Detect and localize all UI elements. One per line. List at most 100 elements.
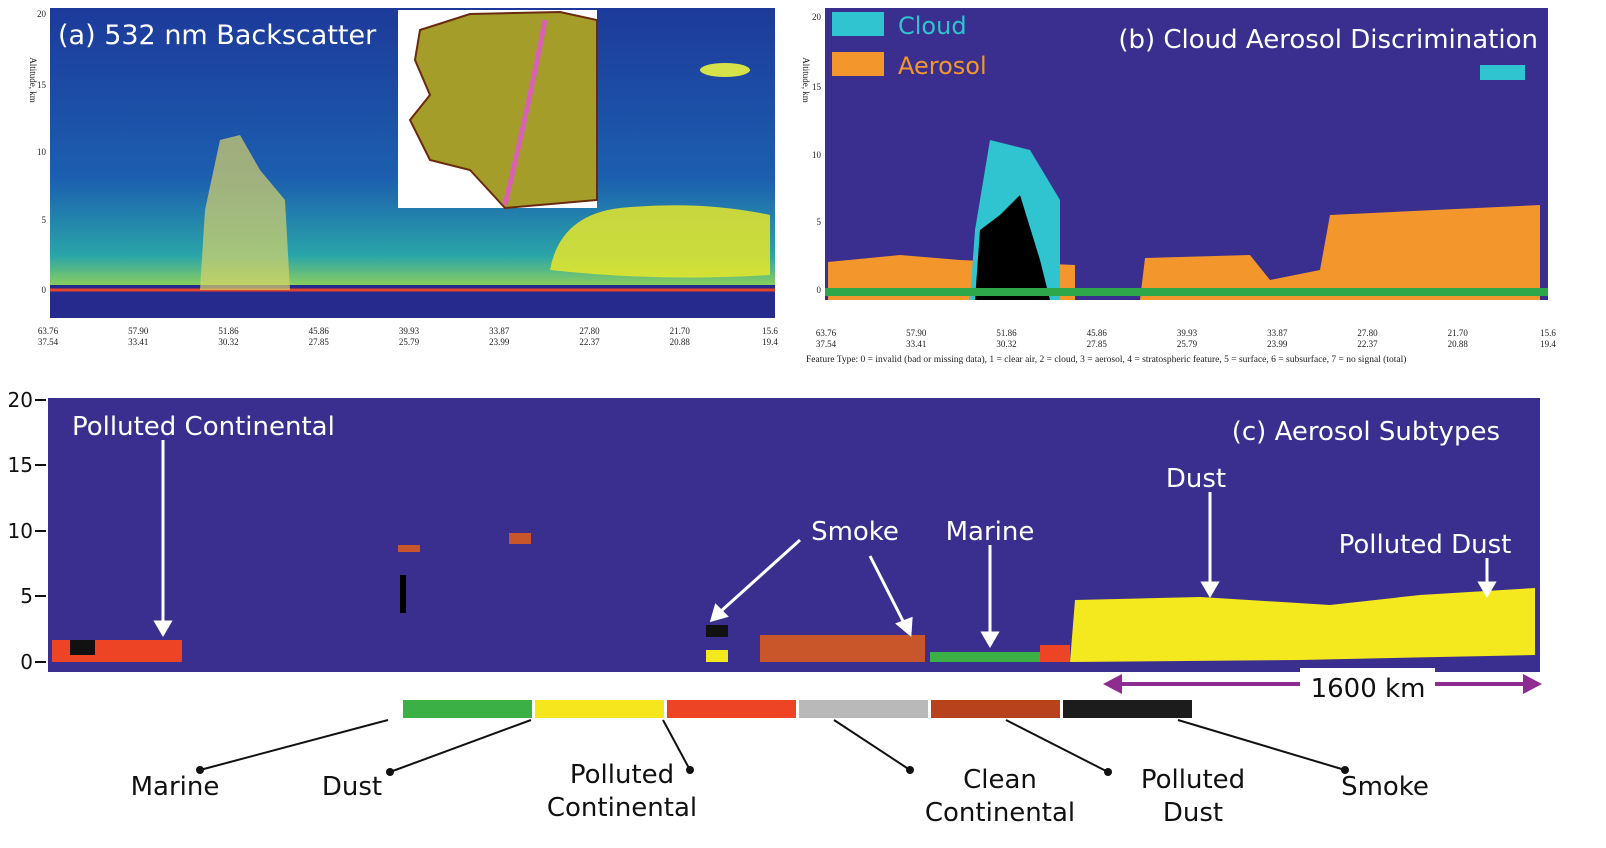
legend-label: Polluted [1141,765,1245,795]
x-tick-label: 27.85 [309,337,330,347]
y-tick-label: 20 [37,9,47,19]
x-tick-label: 21.70 [1448,328,1469,338]
x-tick-label: 19.4 [762,337,778,347]
x-tick-label: 33.87 [489,326,510,336]
legend-swatch [931,700,1060,718]
x-tick-label: 27.85 [1087,339,1108,349]
panel-title: (a) 532 nm Backscatter [58,20,377,51]
x-tick-label: 20.88 [1448,339,1469,349]
y-tick-label: 5 [817,217,822,227]
y-tick-label: 5 [20,584,33,608]
annotation: Dust [1166,464,1226,494]
x-tick-label: 51.86 [218,326,239,336]
x-tick-label: 33.87 [1267,328,1288,338]
aerosol-layer [1040,645,1070,662]
legend-label: Marine [131,772,220,802]
x-tick-label: 19.4 [1540,339,1556,349]
x-tick-label: 45.86 [1087,328,1108,338]
legend-label: Dust [322,772,382,802]
footnote: Feature Type: 0 = invalid (bad or missin… [806,354,1406,365]
surface-region [825,288,1548,296]
panel-title: (c) Aerosol Subtypes [1232,417,1500,447]
aerosol-layer [706,650,728,662]
y-tick-label: 10 [812,150,822,160]
legend-arrow [200,720,388,770]
cloud-region [1480,65,1525,80]
legend-swatch [832,52,884,76]
x-tick-label: 27.80 [579,326,600,336]
x-tick-label: 63.76 [38,326,59,336]
aerosol-layer [930,652,1040,662]
y-tick-label: 0 [42,285,47,295]
x-tick-label: 20.88 [670,337,691,347]
y-tick-label: 10 [8,519,33,543]
legend-label: Continental [547,793,697,823]
y-tick-label: 20 [8,388,33,412]
legend-label: Dust [1163,798,1223,828]
legend-arrow [834,720,910,770]
x-tick-label: 33.41 [906,339,926,349]
legend-swatch [1063,700,1192,718]
x-tick-label: 63.76 [816,328,837,338]
annotation: Marine [946,517,1035,547]
y-tick-label: 15 [8,453,33,477]
figure: (a) 532 nm Backscatter Altitude, km (b) … [0,0,1606,848]
annotation: Smoke [811,517,899,547]
legend-label: Smoke [1341,772,1429,802]
x-tick-label: 25.79 [399,337,420,347]
legend-swatch [799,700,928,718]
x-tick-label: 22.37 [579,337,600,347]
x-tick-label: 57.90 [128,326,149,336]
aerosol-layer [760,635,925,662]
legend-label: Polluted [570,760,674,790]
x-tick-label: 23.99 [1267,339,1288,349]
y-tick-label: 10 [37,147,47,157]
x-tick-label: 30.32 [996,339,1016,349]
x-tick-label: 25.79 [1177,339,1198,349]
legend-swatch [832,12,884,36]
x-tick-label: 30.32 [218,337,238,347]
y-axis-label: Altitude, km [801,57,811,103]
x-tick-label: 33.41 [128,337,148,347]
annotation: Polluted Continental [72,412,335,442]
x-tick-label: 23.99 [489,337,510,347]
legend-arrow [1178,720,1345,770]
panel-c: (c) Aerosol Subtypes Polluted Continenta… [48,398,1542,704]
legend-swatch [535,700,664,718]
x-tick-label: 15.6 [1540,328,1556,338]
aerosol-layer [70,640,95,655]
legend-label: Continental [925,798,1075,828]
scale-bar: 1600 km [1103,668,1542,704]
x-tick-label: 27.80 [1357,328,1378,338]
aerosol-layer [509,533,531,544]
x-tick-label: 21.70 [670,326,691,336]
legend-swatch [403,700,532,718]
legend-label: Cloud [898,12,967,40]
y-tick-label: 15 [812,82,822,92]
aerosol-layer [398,545,420,552]
scale-label: 1600 km [1311,674,1426,704]
legend-arrow-head [386,768,394,776]
x-tick-label: 22.37 [1357,339,1378,349]
cloud [700,63,750,77]
y-tick-label: 0 [817,285,822,295]
annotation: Polluted Dust [1339,530,1512,560]
x-tick-label: 51.86 [996,328,1017,338]
aerosol-layer [400,575,406,613]
legend-swatch [667,700,796,718]
panel-title: (b) Cloud Aerosol Discrimination [1118,25,1538,55]
y-tick-label: 5 [42,215,47,225]
aerosol-layer [706,625,728,637]
legend-arrow-head [1104,768,1112,776]
legend-arrow-head [906,766,914,774]
legend-label: Aerosol [898,52,987,80]
y-tick-label: 0 [20,650,33,674]
legend-arrow [390,720,531,772]
legend-label: Clean [963,765,1037,795]
x-tick-label: 39.93 [399,326,420,336]
x-tick-label: 45.86 [309,326,330,336]
x-tick-label: 37.54 [38,337,59,347]
legend-arrow-head [686,766,694,774]
y-tick-label: 20 [812,12,822,22]
